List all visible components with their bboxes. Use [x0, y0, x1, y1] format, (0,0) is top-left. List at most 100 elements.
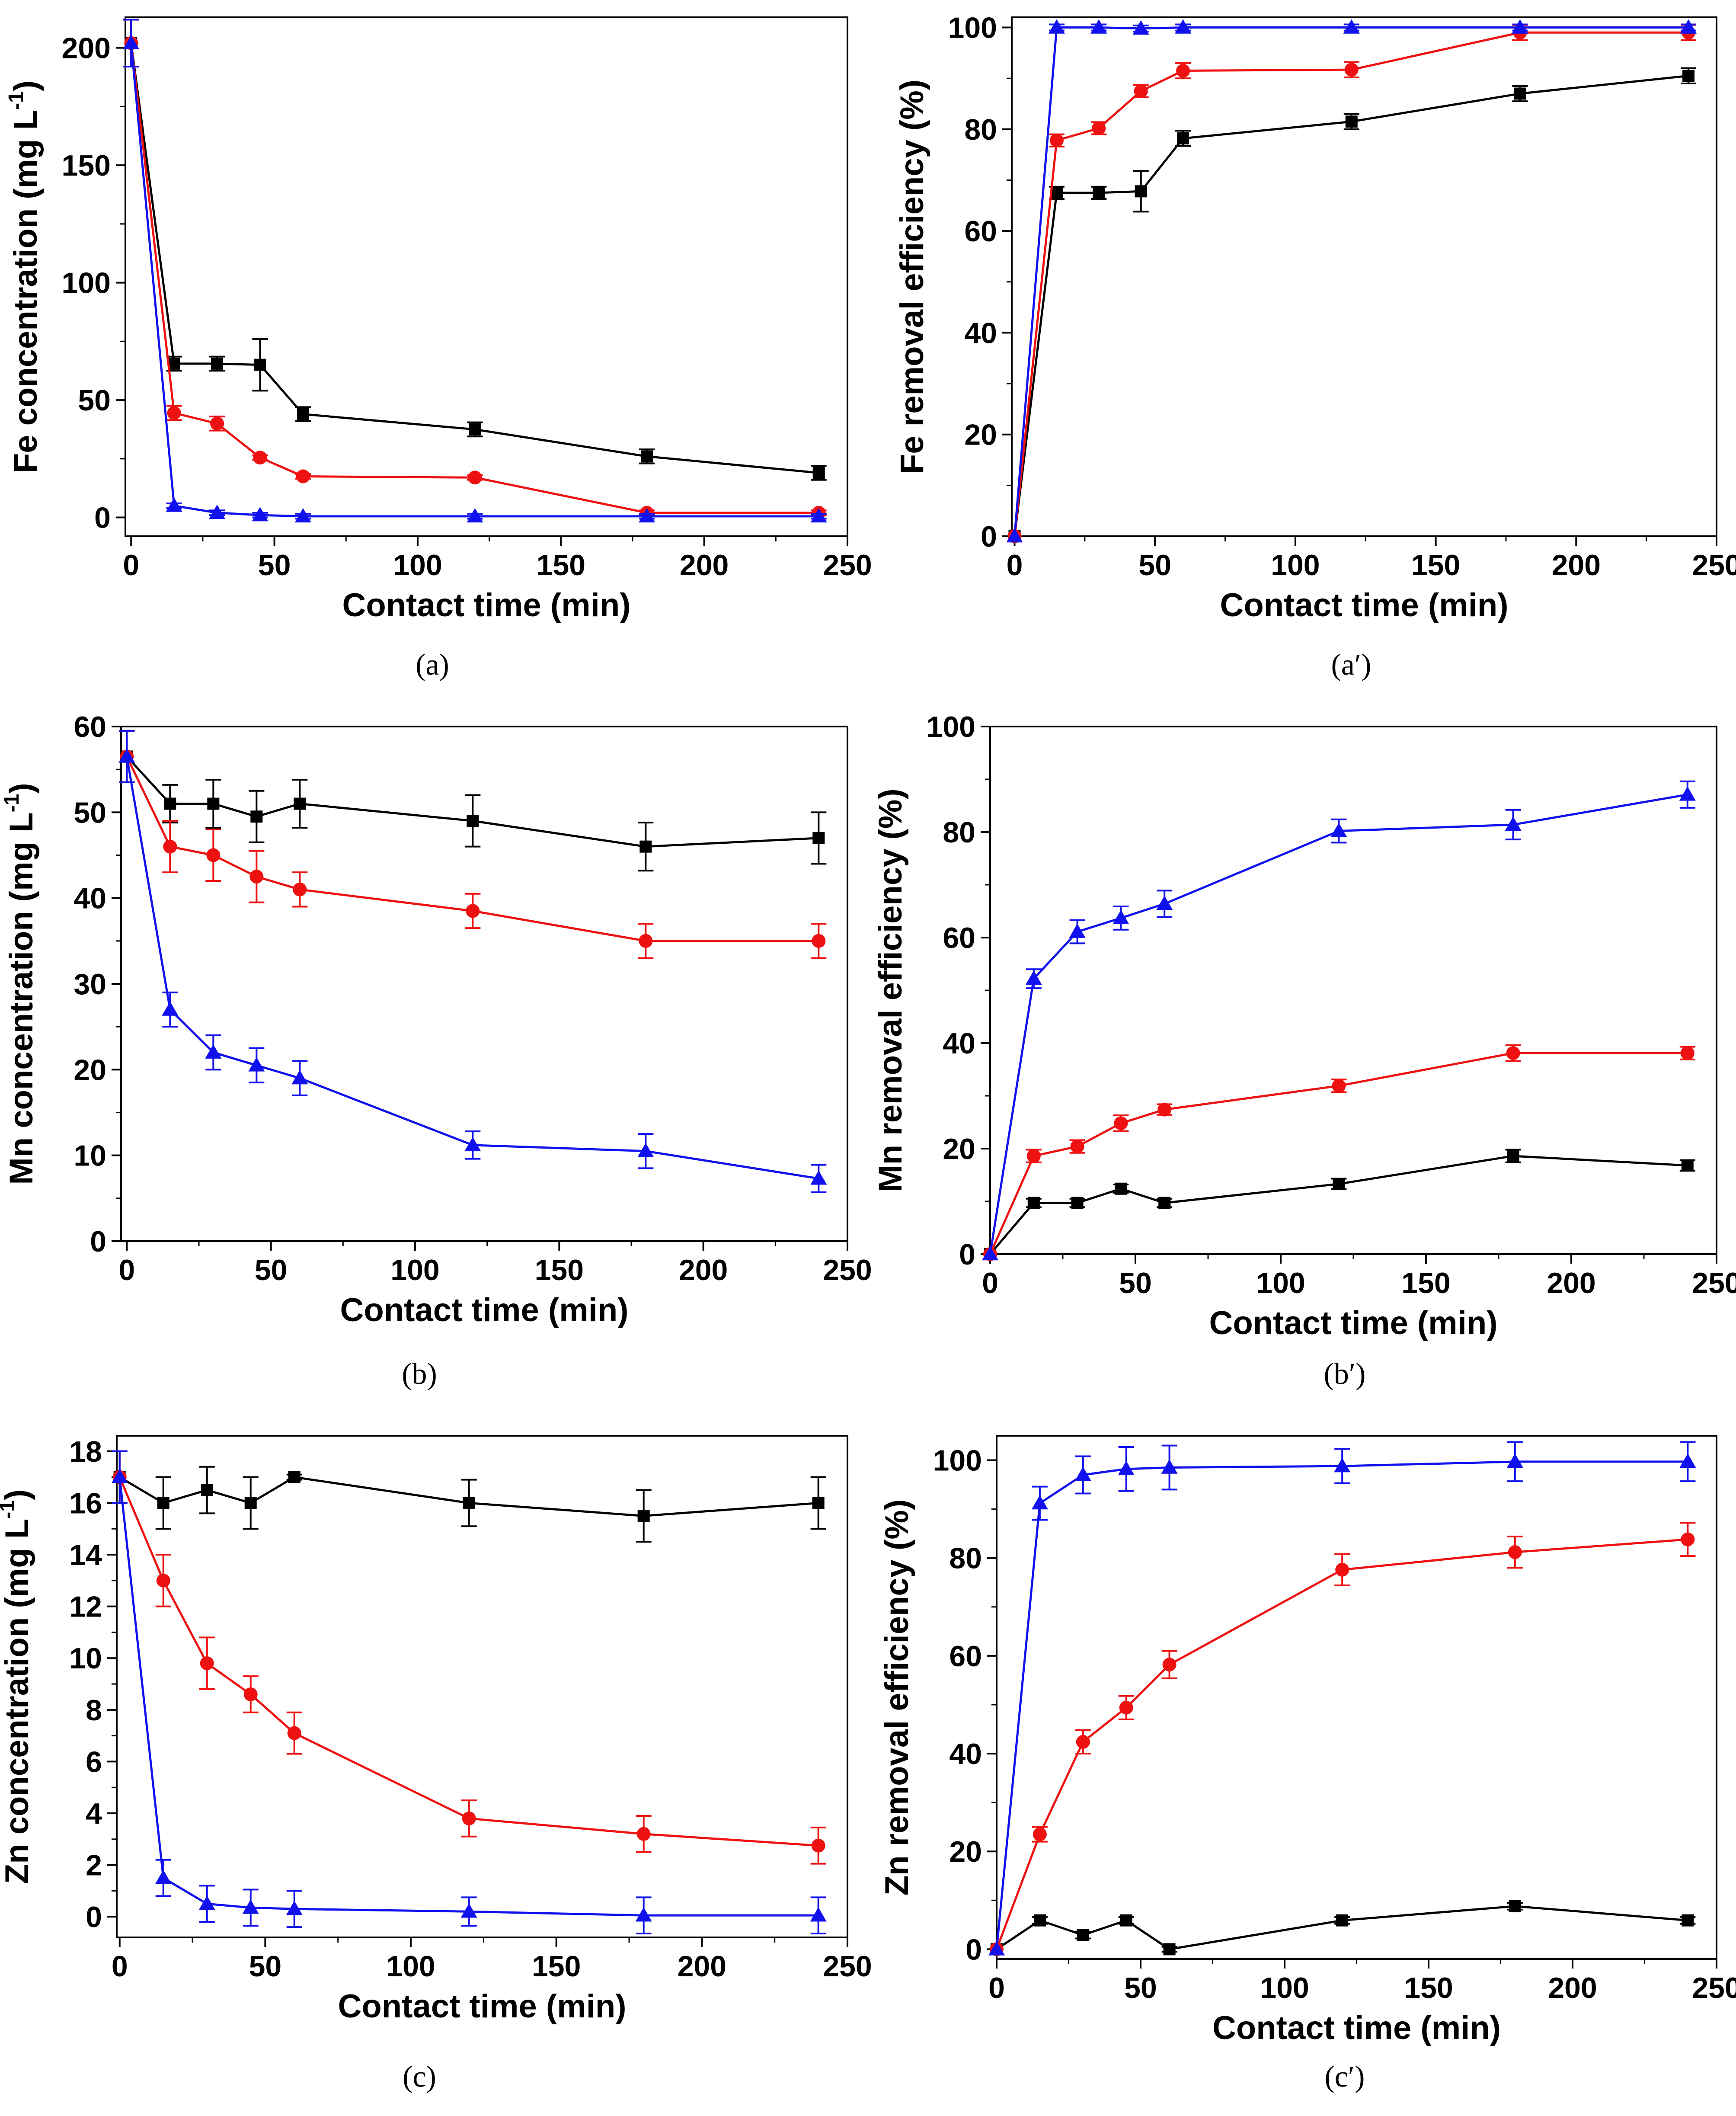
x-tick-label: 250	[1692, 1972, 1736, 2004]
y-tick-label: 14	[69, 1539, 102, 1572]
series-2	[983, 1044, 1695, 1261]
y-axis-title-main: Zn removal efficiency (%)	[879, 1499, 915, 1896]
panel-caption: (c)	[403, 2060, 436, 2094]
y-tick-label: 40	[943, 1027, 975, 1060]
series-line	[989, 1052, 1688, 1255]
x-tick-label: 50	[249, 1950, 282, 1983]
data-point-square	[1163, 1943, 1176, 1956]
y-tick-label: 80	[964, 113, 997, 146]
y-axis-title-main: Mn removal efficiency (%)	[872, 788, 909, 1192]
plot-frame	[125, 16, 848, 537]
data-point-triangle	[291, 1070, 308, 1085]
data-point-square	[1120, 1914, 1132, 1927]
panel-caption: (a′)	[1331, 648, 1371, 682]
data-point-square	[812, 832, 825, 844]
data-point-square	[812, 467, 825, 479]
data-point-square	[1027, 1197, 1040, 1209]
data-point-triangle	[1031, 1495, 1048, 1510]
data-point-square	[1509, 1900, 1521, 1912]
data-point-triangle	[1680, 19, 1697, 34]
data-point-circle	[206, 848, 221, 862]
data-point-square	[1077, 1929, 1089, 1941]
data-point-circle	[1026, 1149, 1041, 1163]
data-point-triangle	[205, 1044, 222, 1059]
chart-panel-c: 0 50 100 150 200 250 0 2 4 6 8 10 12 14 16 18 Contact ti…	[0, 1435, 872, 2094]
y-tick-label: 40	[74, 882, 106, 915]
panel-caption: (b′)	[1324, 1357, 1366, 1391]
data-point-circle	[287, 1726, 301, 1740]
data-point-circle	[1335, 1562, 1349, 1577]
data-point-triangle	[1113, 909, 1129, 925]
x-tick-label: 150	[1401, 1267, 1450, 1300]
data-point-square	[1681, 1159, 1694, 1172]
data-point-square	[1682, 70, 1695, 82]
data-point-circle	[163, 839, 177, 854]
data-point-square	[250, 810, 263, 823]
series-3	[111, 1450, 827, 1935]
data-point-triangle	[464, 1136, 481, 1152]
series-line	[130, 43, 819, 514]
data-point-circle	[1070, 1140, 1084, 1154]
data-point-triangle	[1006, 528, 1023, 543]
data-point-triangle	[1679, 1453, 1696, 1468]
data-point-circle	[1176, 64, 1190, 78]
y-tick-label: 80	[949, 1542, 982, 1575]
y-tick-label: 40	[964, 317, 997, 349]
data-point-triangle	[1025, 970, 1042, 985]
y-axis-title-main: Mn concentration (mg L	[3, 812, 40, 1184]
data-point-triangle	[155, 1870, 172, 1884]
data-point-square	[201, 1484, 213, 1496]
data-point-circle	[811, 1838, 825, 1853]
data-point-triangle	[637, 1143, 654, 1157]
y-axis-title-end: )	[3, 783, 40, 794]
series-2	[990, 1522, 1696, 1956]
data-point-square	[288, 1471, 301, 1483]
x-axis-title: Contact time (min)	[1212, 2010, 1501, 2046]
x-tick-label: 200	[1552, 549, 1601, 582]
series-line	[1013, 74, 1689, 537]
y-tick-label: 50	[78, 384, 111, 417]
y-tick-label: 0	[86, 1901, 102, 1934]
x-tick-label: 200	[680, 549, 729, 582]
y-tick-label: 150	[62, 149, 111, 182]
data-point-square	[467, 815, 479, 827]
data-point-circle	[1049, 133, 1064, 147]
x-tick-label: 150	[1411, 549, 1460, 582]
series-2	[123, 19, 827, 520]
x-tick-label: 100	[386, 1950, 435, 1983]
panel-caption: (b)	[402, 1357, 437, 1391]
series-line	[118, 1477, 818, 1917]
y-tick-label: 6	[86, 1745, 102, 1778]
data-point-square	[637, 1510, 650, 1522]
y-tick-label: 100	[62, 267, 111, 300]
y-tick-label: 80	[943, 816, 975, 849]
data-point-triangle	[460, 1903, 477, 1918]
y-tick-label: 16	[69, 1487, 102, 1520]
data-point-circle	[293, 882, 307, 896]
data-point-triangle	[166, 497, 182, 512]
x-axis-title: Contact time (min)	[1209, 1305, 1497, 1341]
y-axis-title-main: Fe concentration (mg L	[7, 110, 44, 473]
data-point-square	[1033, 1914, 1046, 1927]
y-axis-title-superscript: -1	[0, 1500, 19, 1519]
data-point-circle	[249, 870, 264, 884]
data-point-circle	[1157, 1102, 1172, 1117]
y-axis-title: Zn removal efficiency (%)	[879, 1499, 915, 1896]
data-point-triangle	[1506, 1453, 1523, 1468]
plot-frame	[989, 726, 1717, 1255]
x-tick-label: 100	[1256, 1267, 1305, 1300]
x-tick-label: 150	[1404, 1972, 1453, 2004]
data-point-triangle	[252, 507, 269, 522]
x-tick-label: 100	[1271, 549, 1320, 582]
y-axis-title: Fe concentration (mg L-1)	[5, 80, 44, 473]
y-tick-label: 30	[74, 968, 106, 1001]
data-point-square	[1514, 87, 1526, 100]
data-point-circle	[1033, 1827, 1047, 1841]
x-tick-label: 0	[1007, 549, 1023, 582]
y-tick-label: 2	[86, 1849, 102, 1882]
data-point-circle	[636, 1827, 651, 1841]
data-point-triangle	[286, 1901, 303, 1915]
data-point-triangle	[1156, 895, 1173, 910]
data-point-triangle	[639, 508, 655, 523]
data-point-square	[1115, 1182, 1127, 1195]
